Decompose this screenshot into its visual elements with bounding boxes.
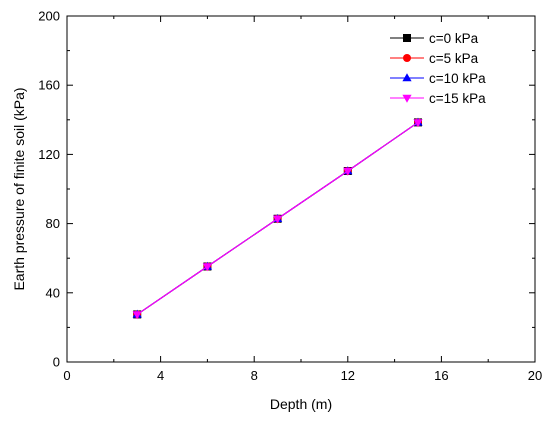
legend-item: c=10 kPa <box>390 71 486 86</box>
data-point <box>413 119 423 128</box>
y-tick-label: 40 <box>46 285 60 300</box>
y-tick-label: 160 <box>38 78 60 93</box>
legend-label: c=15 kPa <box>429 91 486 106</box>
legend-item: c=5 kPa <box>390 51 479 66</box>
x-tick-label: 20 <box>528 368 542 383</box>
x-tick-label: 0 <box>63 368 70 383</box>
y-tick-label: 0 <box>53 355 60 370</box>
x-tick-label: 8 <box>251 368 258 383</box>
data-point <box>202 263 212 272</box>
legend-label: c=0 kPa <box>429 31 479 46</box>
y-axis-title: Earth pressure of finite soil (kPa) <box>11 87 27 290</box>
legend-marker <box>402 94 412 103</box>
series-group <box>132 117 423 320</box>
data-point <box>273 215 283 224</box>
x-tick-label: 4 <box>157 368 164 383</box>
legend-marker <box>402 73 412 82</box>
data-point <box>132 311 142 320</box>
legend-item: c=15 kPa <box>390 91 486 106</box>
y-tick-label: 120 <box>38 147 60 162</box>
y-tick-label: 80 <box>46 216 60 231</box>
series-4 <box>132 119 423 320</box>
legend-label: c=5 kPa <box>429 51 479 66</box>
legend-item: c=0 kPa <box>390 31 479 46</box>
y-tick-label: 200 <box>38 9 60 24</box>
legend: c=0 kPa c=5 kPa c=10 kPa c=15 kPa <box>390 31 486 106</box>
x-axis-title: Depth (m) <box>270 396 332 412</box>
data-point <box>343 167 353 176</box>
legend-label: c=10 kPa <box>429 71 486 86</box>
x-tick-label: 12 <box>341 368 355 383</box>
x-tick-label: 16 <box>434 368 448 383</box>
legend-marker <box>403 34 411 42</box>
legend-marker <box>403 54 411 62</box>
